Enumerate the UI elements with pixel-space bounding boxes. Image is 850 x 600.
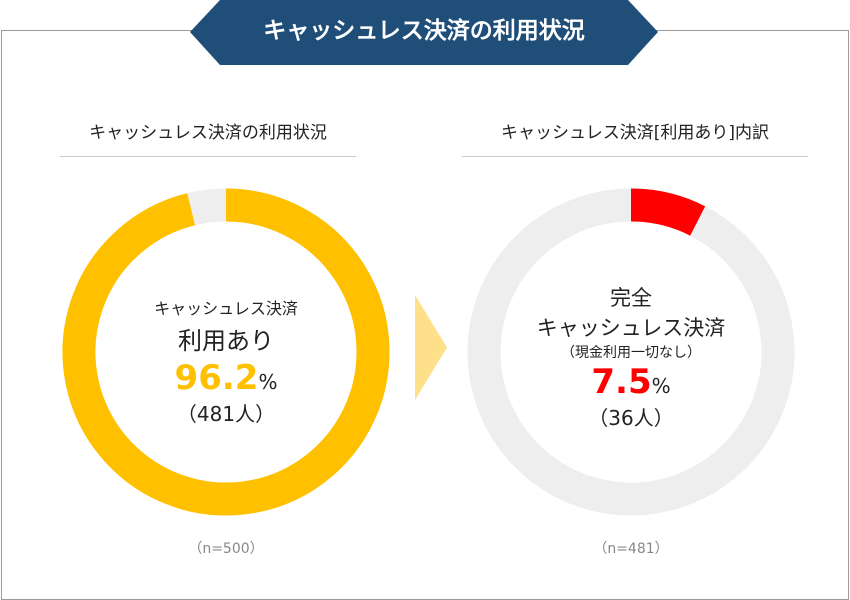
right-label-2: キャッシュレス決済 <box>536 316 726 340</box>
right-n-label: （n=481） <box>593 541 669 557</box>
left-chart-title: キャッシュレス決済の利用状況 <box>60 118 356 157</box>
left-unit: % <box>258 370 278 394</box>
left-count: （481人） <box>176 402 276 426</box>
left-value: 96.2 <box>174 358 259 398</box>
left-label-2: 利用あり <box>178 327 274 355</box>
donut-0-slice-0 <box>62 188 390 516</box>
right-chart-title: キャッシュレス決済[利用あり]内訳 <box>462 118 808 157</box>
page-title: キャッシュレス決済の利用状況 <box>263 18 585 44</box>
donut-0-slice-1 <box>187 188 227 226</box>
donut-1-slice-1 <box>467 188 795 516</box>
donut-1-slice-0 <box>630 188 706 236</box>
right-count: （36人） <box>588 406 674 430</box>
right-unit: % <box>651 374 671 398</box>
right-center-text: 完全 キャッシュレス決済 （現金利用一切なし） 7.5% （36人） <box>516 282 746 431</box>
right-label-1: 完全 <box>610 286 652 310</box>
right-value: 7.5 <box>591 362 652 402</box>
left-n-label: （n=500） <box>188 541 264 557</box>
right-label-3: （現金利用一切なし） <box>561 345 701 361</box>
left-label-1: キャッシュレス決済 <box>154 299 298 318</box>
title-banner <box>190 0 658 65</box>
left-center-text: キャッシュレス決済 利用あり 96.2% （481人） <box>126 295 326 427</box>
